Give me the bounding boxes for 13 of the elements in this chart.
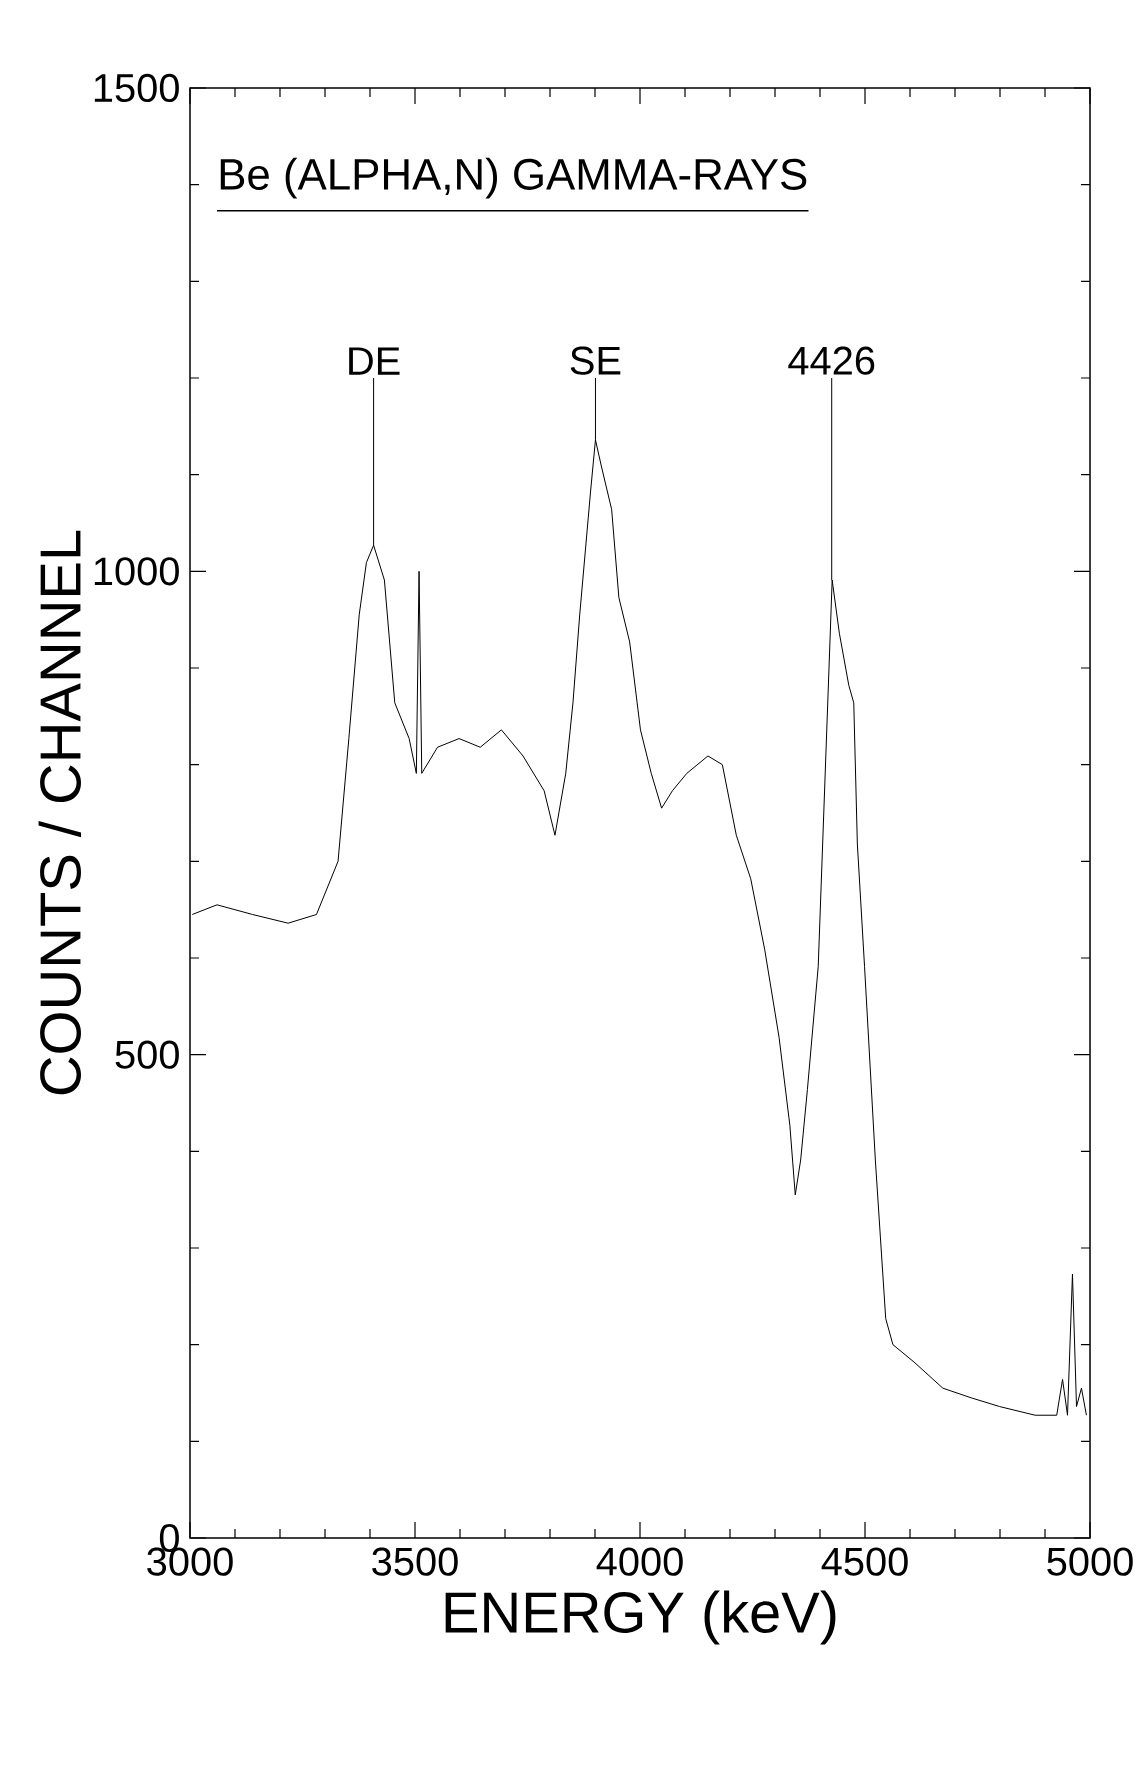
x-tick-label: 3500: [372, 1547, 458, 1576]
x-axis-title: ENERGY (keV): [445, 1590, 836, 1645]
y-tick-label: 1500: [94, 73, 179, 103]
x-tick-label: 4500: [821, 1547, 908, 1576]
annotation: 4426: [788, 346, 875, 375]
x-tick-label: 4000: [596, 1547, 683, 1576]
x-tick-label: 5000: [1047, 1547, 1133, 1576]
y-tick-label: 500: [115, 1040, 179, 1069]
annotation: DE: [349, 347, 400, 375]
annotation: SE: [570, 346, 621, 375]
y-tick-label: 1000: [94, 557, 179, 586]
text: Be (ALPHA,N) GAMMA-RAYS: [220, 157, 807, 199]
y-axis-title: COUNTS / CHANNEL: [38, 530, 81, 1095]
